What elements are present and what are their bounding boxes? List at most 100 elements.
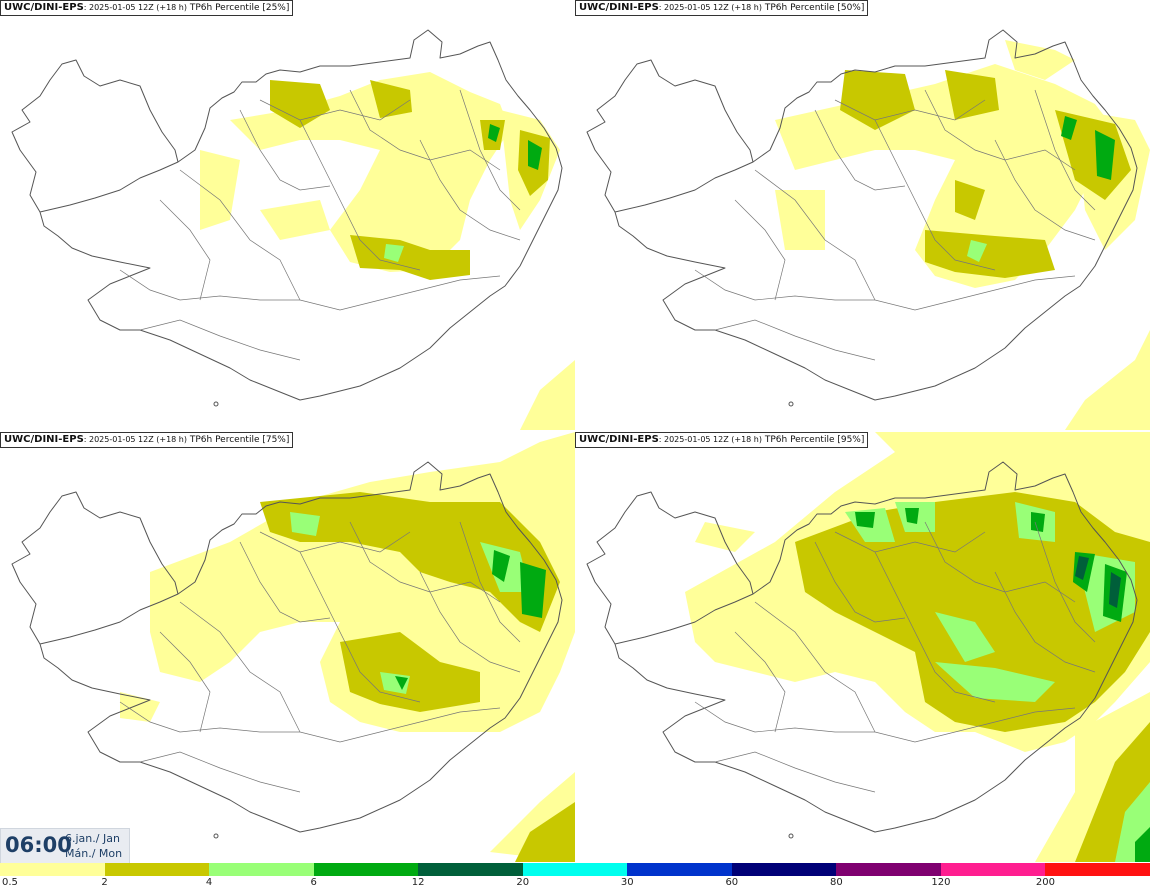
precip-area-light bbox=[200, 150, 240, 230]
road-line bbox=[259, 531, 411, 553]
road-line bbox=[179, 169, 301, 301]
precip-area-lightgreen bbox=[290, 512, 320, 536]
precip-area-green bbox=[520, 562, 546, 618]
precip-map bbox=[586, 432, 1150, 862]
legend-swatch bbox=[209, 863, 314, 876]
legend-tick-label: 30 bbox=[620, 877, 634, 888]
legend-swatch bbox=[836, 863, 941, 876]
legend-tick-label: 4 bbox=[205, 877, 213, 888]
road-line bbox=[459, 89, 521, 211]
map-panel-p50: UWC/DINI-EPS: 2025-01-05 12Z (+18 h) TP6… bbox=[575, 0, 1150, 430]
road-line bbox=[139, 319, 301, 361]
precip-area-olive bbox=[260, 492, 560, 632]
legend-tick-label: 200 bbox=[1035, 877, 1055, 888]
road-line bbox=[299, 119, 421, 271]
map-panel-p25: UWC/DINI-EPS: 2025-01-05 12Z (+18 h) TP6… bbox=[0, 0, 575, 430]
road-line bbox=[874, 551, 996, 703]
precip-area-light bbox=[695, 522, 755, 552]
panel-title: UWC/DINI-EPS: 2025-01-05 12Z (+18 h) TP6… bbox=[0, 432, 294, 448]
precip-area-lightgreen bbox=[935, 662, 1055, 702]
road-line bbox=[754, 169, 876, 301]
precip-area-light bbox=[1005, 40, 1075, 80]
road-line bbox=[239, 541, 331, 623]
precip-area-olive bbox=[1055, 110, 1131, 200]
road-line bbox=[159, 631, 211, 733]
panel-title: UWC/DINI-EPS: 2025-01-05 12Z (+18 h) TP6… bbox=[575, 0, 869, 16]
precip-area-light bbox=[520, 360, 575, 430]
precip-area-light bbox=[260, 200, 330, 240]
precip-area-green bbox=[528, 140, 542, 170]
road-line bbox=[139, 751, 301, 793]
legend-tick-label: 2 bbox=[101, 877, 108, 888]
precip-area-green bbox=[488, 124, 500, 142]
legend-tick-label: 60 bbox=[725, 877, 739, 888]
road-line bbox=[239, 109, 331, 191]
precip-map bbox=[11, 29, 575, 430]
island-outline bbox=[788, 401, 794, 407]
road-line bbox=[179, 601, 301, 733]
precip-area-olive bbox=[955, 180, 985, 220]
island-outline bbox=[213, 833, 219, 839]
coastline bbox=[614, 461, 1138, 833]
legend-swatch bbox=[1045, 863, 1150, 876]
precip-area-lightgreen bbox=[967, 240, 987, 262]
legend-swatch bbox=[940, 863, 1046, 876]
precip-area-light bbox=[775, 190, 825, 250]
road-line bbox=[754, 601, 876, 733]
legend-swatch bbox=[0, 863, 105, 876]
legend-swatch bbox=[627, 863, 732, 876]
precip-area-green bbox=[1061, 116, 1077, 140]
road-line bbox=[994, 139, 1096, 241]
color-legend: 0.5 2 4 6 12 20 30 60 80 120 200 bbox=[0, 863, 1150, 891]
island-outline bbox=[788, 833, 794, 839]
precip-area-olive bbox=[340, 632, 480, 712]
road-line bbox=[459, 521, 521, 643]
road-line bbox=[924, 89, 1076, 171]
legend-color-bar bbox=[0, 863, 1150, 876]
precip-area-green bbox=[395, 676, 408, 690]
road-line bbox=[924, 521, 1076, 603]
road-line bbox=[814, 541, 906, 623]
coastline bbox=[586, 491, 754, 645]
legend-tick-label: 6 bbox=[310, 877, 317, 888]
precip-area-green bbox=[855, 512, 875, 528]
precip-map bbox=[11, 432, 575, 862]
precip-area-olive bbox=[925, 230, 1055, 278]
precip-area-olive bbox=[515, 802, 575, 862]
road-line bbox=[874, 119, 996, 271]
precip-area-darkgreen bbox=[1109, 572, 1121, 608]
legend-swatch bbox=[104, 863, 210, 876]
road-line bbox=[714, 319, 876, 361]
road-line bbox=[834, 531, 986, 553]
island-outline bbox=[213, 401, 219, 407]
road-line bbox=[419, 139, 521, 241]
coastline bbox=[11, 59, 179, 213]
precip-area-olive bbox=[945, 70, 999, 120]
coastline bbox=[586, 59, 754, 213]
coastline bbox=[39, 29, 563, 401]
precip-area-olive bbox=[795, 492, 1150, 732]
road-line bbox=[1034, 521, 1096, 643]
precip-area-light bbox=[1065, 330, 1150, 430]
coastline bbox=[39, 461, 563, 833]
legend-tick-label: 80 bbox=[829, 877, 843, 888]
road-line bbox=[159, 199, 211, 301]
legend-tick-label: 120 bbox=[931, 877, 951, 888]
legend-tick-label: 20 bbox=[516, 877, 530, 888]
legend-swatch bbox=[418, 863, 523, 876]
valid-time-box: 06:00 6.jan./ Jan Mán./ Mon bbox=[0, 828, 130, 864]
road-line bbox=[419, 571, 521, 673]
road-line bbox=[734, 199, 786, 301]
panel-title: UWC/DINI-EPS: 2025-01-05 12Z (+18 h) TP6… bbox=[575, 432, 869, 448]
precip-area-lightgreen bbox=[384, 244, 404, 262]
valid-date: 6.jan./ Jan Mán./ Mon bbox=[65, 831, 122, 861]
coastline bbox=[614, 29, 1138, 401]
road-line bbox=[349, 521, 501, 603]
precip-area-green bbox=[1135, 827, 1150, 862]
road-line bbox=[834, 99, 986, 121]
precip-area-green bbox=[1031, 512, 1045, 532]
precip-area-darkgreen bbox=[1075, 556, 1089, 580]
road-line bbox=[714, 751, 876, 793]
legend-tick-label: 0.5 bbox=[2, 877, 18, 888]
valid-date-line2: Mán./ Mon bbox=[65, 847, 123, 860]
